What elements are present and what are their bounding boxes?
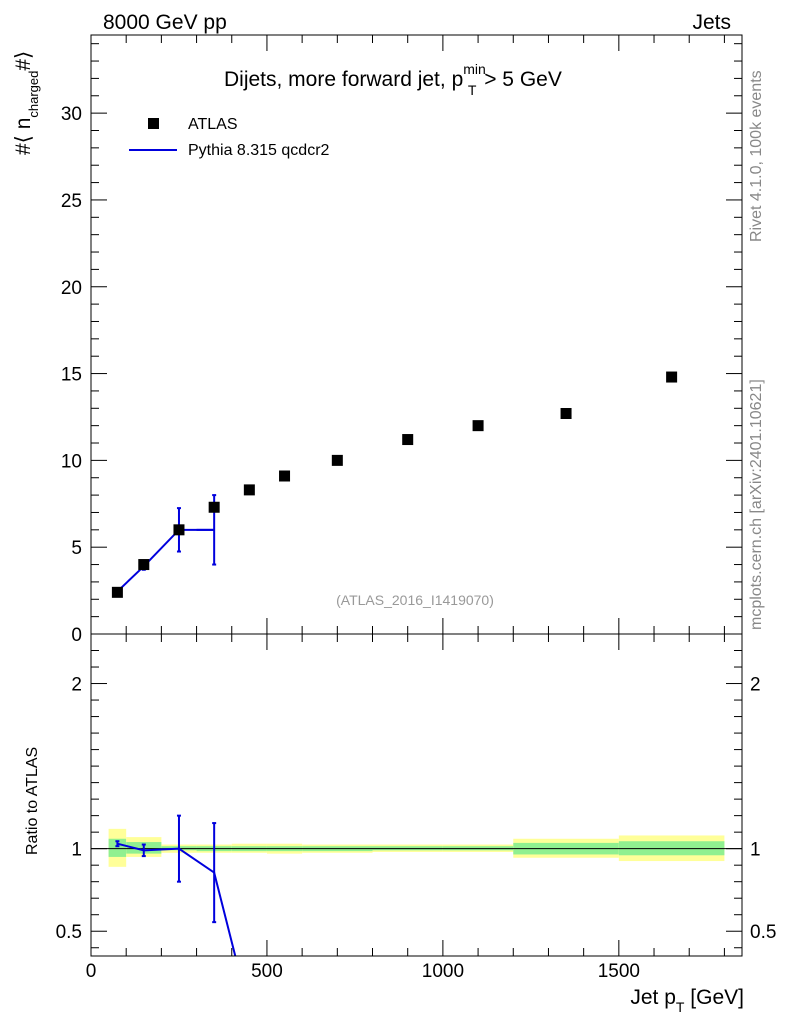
atlas-data-point xyxy=(331,454,343,466)
legend: ATLAS Pythia 8.315 qcdcr2 xyxy=(129,116,330,159)
ratio-y-tick-labels: 0.5 0.5 1 1 2 2 xyxy=(56,675,777,944)
atlas-data-point xyxy=(243,484,255,496)
y-tick-label: 30 xyxy=(61,104,82,125)
ratio-y-ticks xyxy=(91,650,742,949)
x-tick-label: 1000 xyxy=(422,961,464,982)
rivet-label: Rivet 4.1.0, 100k events xyxy=(748,70,765,242)
y-label-sub: charged xyxy=(26,71,41,118)
atlas-data-point xyxy=(560,407,572,419)
ratio-x-ticks xyxy=(90,634,725,956)
main-panel: 0 5 10 15 20 25 30 Dijets, more forward jet, p… xyxy=(12,34,743,646)
main-data-series xyxy=(111,371,678,598)
y-tick-label: 25 xyxy=(61,191,82,212)
ratio-band-inner xyxy=(108,838,127,857)
legend-atlas-marker xyxy=(148,118,159,129)
main-title-sub: T xyxy=(468,82,477,98)
header-left: 8000 GeV pp xyxy=(103,11,227,34)
atlas-data-point xyxy=(402,434,414,446)
pythia-line xyxy=(116,528,215,593)
y-tick-label: 5 xyxy=(71,538,82,559)
x-tick-label: 500 xyxy=(251,961,283,982)
x-tick-label: 1500 xyxy=(598,961,640,982)
y-tick-label: 15 xyxy=(61,365,82,386)
legend-pythia-label: Pythia 8.315 qcdcr2 xyxy=(188,142,330,159)
ratio-panel: 0.5 0.5 1 1 2 2 0 500 1000 1500 Ratio to ATLAS J… xyxy=(24,633,777,1015)
main-title-tail: > 5 GeV xyxy=(478,68,561,91)
analysis-watermark: (ATLAS_2016_I1419070) xyxy=(336,592,494,608)
y-tick-label: 0 xyxy=(71,625,82,646)
ratio-y-tick-label-right: 1 xyxy=(750,840,761,861)
atlas-data-point xyxy=(138,559,150,571)
x-label-text: Jet p xyxy=(630,986,676,1009)
ratio-y-axis-label: Ratio to ATLAS xyxy=(24,747,41,855)
ratio-mc-series xyxy=(115,814,237,957)
ratio-y-tick-label: 0.5 xyxy=(56,922,82,943)
main-y-ticks xyxy=(91,43,742,635)
atlas-data-point xyxy=(472,420,484,432)
main-title-text: Dijets, more forward jet, p xyxy=(224,68,463,91)
x-label-sub: T xyxy=(676,999,685,1015)
main-y-axis-label: #⟨ ncharged#⟩ xyxy=(12,51,41,155)
main-y-tick-labels: 0 5 10 15 20 25 30 xyxy=(61,104,82,646)
x-axis-label: Jet pT [GeV] xyxy=(630,986,744,1015)
mcplots-label: mcplots.cern.ch [arXiv:2401.10621] xyxy=(748,379,765,630)
ratio-y-tick-label: 2 xyxy=(71,675,82,696)
atlas-data-point xyxy=(208,501,220,513)
ratio-y-tick-label-right: 2 xyxy=(750,675,761,696)
legend-atlas-label: ATLAS xyxy=(188,116,238,133)
main-x-ticks xyxy=(90,35,725,634)
main-title: Dijets, more forward jet, pmin T > 5 GeV xyxy=(224,61,562,98)
ratio-frame xyxy=(90,633,743,957)
x-tick-label: 0 xyxy=(86,961,97,982)
y-label-pre: #⟨ n xyxy=(12,118,35,155)
y-tick-label: 20 xyxy=(61,278,82,299)
main-title-sup: min xyxy=(463,61,486,77)
ratio-bands xyxy=(108,828,725,867)
atlas-data-point xyxy=(666,371,678,383)
y-label-post: #⟩ xyxy=(12,51,35,71)
main-mc-series xyxy=(115,494,217,595)
atlas-data-point xyxy=(111,586,123,598)
y-tick-label: 10 xyxy=(61,451,82,472)
ratio-pythia-line xyxy=(117,842,237,957)
ratio-y-tick-label: 1 xyxy=(71,840,82,861)
header-right: Jets xyxy=(692,11,731,34)
ratio-y-tick-label-right: 0.5 xyxy=(750,922,776,943)
x-tick-labels: 0 500 1000 1500 xyxy=(86,961,640,982)
atlas-data-point xyxy=(279,470,291,482)
x-label-tail: [GeV] xyxy=(684,986,744,1009)
atlas-data-point xyxy=(173,524,185,536)
